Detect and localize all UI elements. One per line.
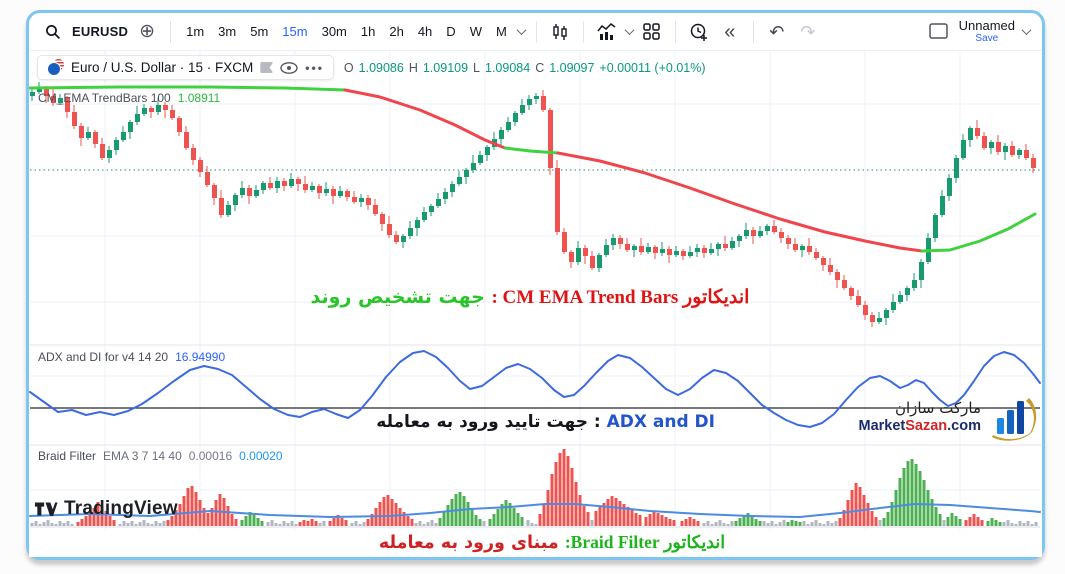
annotation-adx-blue: ADX and DI — [606, 412, 715, 432]
adx-indicator-name: ADX and DI for v4 14 20 — [38, 350, 169, 364]
annotation-adx: ADX and DI : جهت تایید ورود به معامله — [376, 412, 715, 432]
select-layout-icon[interactable] — [927, 19, 951, 43]
toolbar-divider — [170, 20, 172, 43]
layout-name-label: Unnamed — [958, 17, 1015, 33]
redo-icon[interactable]: ↷ — [800, 21, 816, 42]
save-button[interactable]: Save — [975, 33, 999, 45]
braid-indicator-params: EMA 3 7 14 40 — [103, 449, 182, 463]
tradingview-watermark[interactable]: TradingView — [34, 498, 178, 520]
annotation-trend-green: جهت تشخیص روند — [310, 286, 485, 308]
timeframe-D[interactable]: D — [446, 24, 456, 39]
timeframe-W[interactable]: W — [469, 24, 482, 39]
ema-indicator-name: CM_EMA TrendBars 100 — [38, 91, 171, 105]
toolbar-divider — [582, 20, 584, 43]
adx-indicator-value: 16.94990 — [175, 350, 226, 364]
annotation-trend-red: اندیکاتور CM EMA Trend Bars : — [491, 287, 750, 308]
annotation-braid: اندیکاتور Braid Filter: مبنای ورود به مع… — [332, 532, 772, 553]
price-chart-svg[interactable] — [29, 51, 1042, 557]
toolbar-divider — [674, 20, 676, 43]
timeframe-5m[interactable]: 5m — [250, 24, 269, 39]
layout-chevron-icon[interactable] — [1021, 25, 1032, 36]
toolbar-right-group: Unnamed Save — [927, 17, 1032, 45]
search-icon[interactable] — [41, 20, 65, 44]
more-options-icon[interactable]: ••• — [305, 60, 324, 75]
timeframe-3m[interactable]: 3m — [218, 24, 237, 39]
marketsazan-bars-icon — [992, 398, 1037, 441]
timeframe-1h[interactable]: 1h — [360, 24, 376, 39]
chevron-down-icon[interactable] — [516, 25, 527, 36]
indicators-icon[interactable] — [595, 20, 619, 44]
timeframe-1m[interactable]: 1m — [186, 24, 205, 39]
braid-indicator-name: Braid Filter — [38, 449, 97, 463]
chart-canvas[interactable]: Euro / U.S. Dollar · 15 · FXCM ••• O 1.09… — [29, 51, 1042, 557]
replay-icon[interactable]: « — [724, 20, 736, 43]
chart-style-candles-icon[interactable] — [548, 20, 572, 44]
annotation-adx-dark: جهت تایید ورود به معامله — [376, 412, 588, 432]
marketsazan-domain-text: MarketSazan.com — [858, 418, 981, 435]
timeframe-group: 1m 3m 5m 15m 30m 1h 2h 4h D W M — [182, 22, 511, 41]
timeframe-2h[interactable]: 2h — [389, 24, 404, 39]
layout-name-button[interactable]: Unnamed Save — [958, 17, 1015, 45]
indicators-chevron-icon[interactable] — [624, 25, 635, 36]
timeframe-30m[interactable]: 30m — [321, 24, 347, 39]
alert-add-icon[interactable] — [687, 20, 711, 44]
top-toolbar: EURUSD ⊕ 1m 3m 5m 15m 30m 1h 2h 4h D W M — [29, 13, 1042, 51]
chart-legend-row: Euro / U.S. Dollar · 15 · FXCM ••• O 1.09… — [37, 55, 706, 80]
marketsazan-farsi-text: مارکت سازان — [894, 398, 981, 417]
tradingview-logo-icon — [34, 502, 58, 516]
braid-indicator-legend[interactable]: Braid Filter EMA 3 7 14 40 0.00016 0.000… — [38, 449, 283, 463]
tradingview-watermark-text: TradingView — [64, 498, 178, 519]
braid-indicator-value2: 0.00020 — [239, 449, 283, 463]
flag-icon[interactable] — [260, 62, 274, 73]
undo-icon[interactable]: ↶ — [769, 21, 785, 42]
annotation-braid-green: اندیکاتور Braid Filter: — [564, 532, 726, 552]
toolbar-divider — [535, 20, 537, 43]
annotation-braid-red: مبنای ورود به معامله — [378, 533, 559, 553]
compare-add-icon[interactable]: ⊕ — [139, 21, 156, 42]
annotation-trend-bars: اندیکاتور CM EMA Trend Bars : جهت تشخیص … — [295, 286, 765, 309]
layout-grid-icon[interactable] — [640, 20, 664, 44]
timeframe-15m[interactable]: 15m — [282, 24, 308, 39]
symbol-title: Euro / U.S. Dollar · 15 · FXCM — [71, 60, 254, 75]
symbol-pill[interactable]: Euro / U.S. Dollar · 15 · FXCM ••• — [37, 55, 334, 80]
timeframe-M[interactable]: M — [495, 24, 507, 39]
timeframe-4h[interactable]: 4h — [417, 24, 433, 39]
ema-indicator-legend[interactable]: CM_EMA TrendBars 100 1.08911 — [38, 91, 220, 105]
ohlc-readout: O 1.09086 H 1.09109 L 1.09084 C 1.09097 +0.0… — [343, 60, 706, 75]
adx-indicator-legend[interactable]: ADX and DI for v4 14 20 16.94990 — [38, 350, 225, 364]
chart-widget-frame: EURUSD ⊕ 1m 3m 5m 15m 30m 1h 2h 4h D W M — [26, 10, 1045, 560]
eye-icon[interactable] — [280, 61, 298, 74]
braid-indicator-value1: 0.00016 — [188, 449, 233, 463]
toolbar-divider — [752, 20, 754, 43]
eurusd-flags-icon — [47, 59, 64, 76]
symbol-search-button[interactable]: EURUSD — [72, 24, 129, 39]
marketsazan-logo: مارکت سازان MarketSazan.com — [858, 392, 1039, 442]
ema-indicator-value: 1.08911 — [177, 91, 221, 105]
